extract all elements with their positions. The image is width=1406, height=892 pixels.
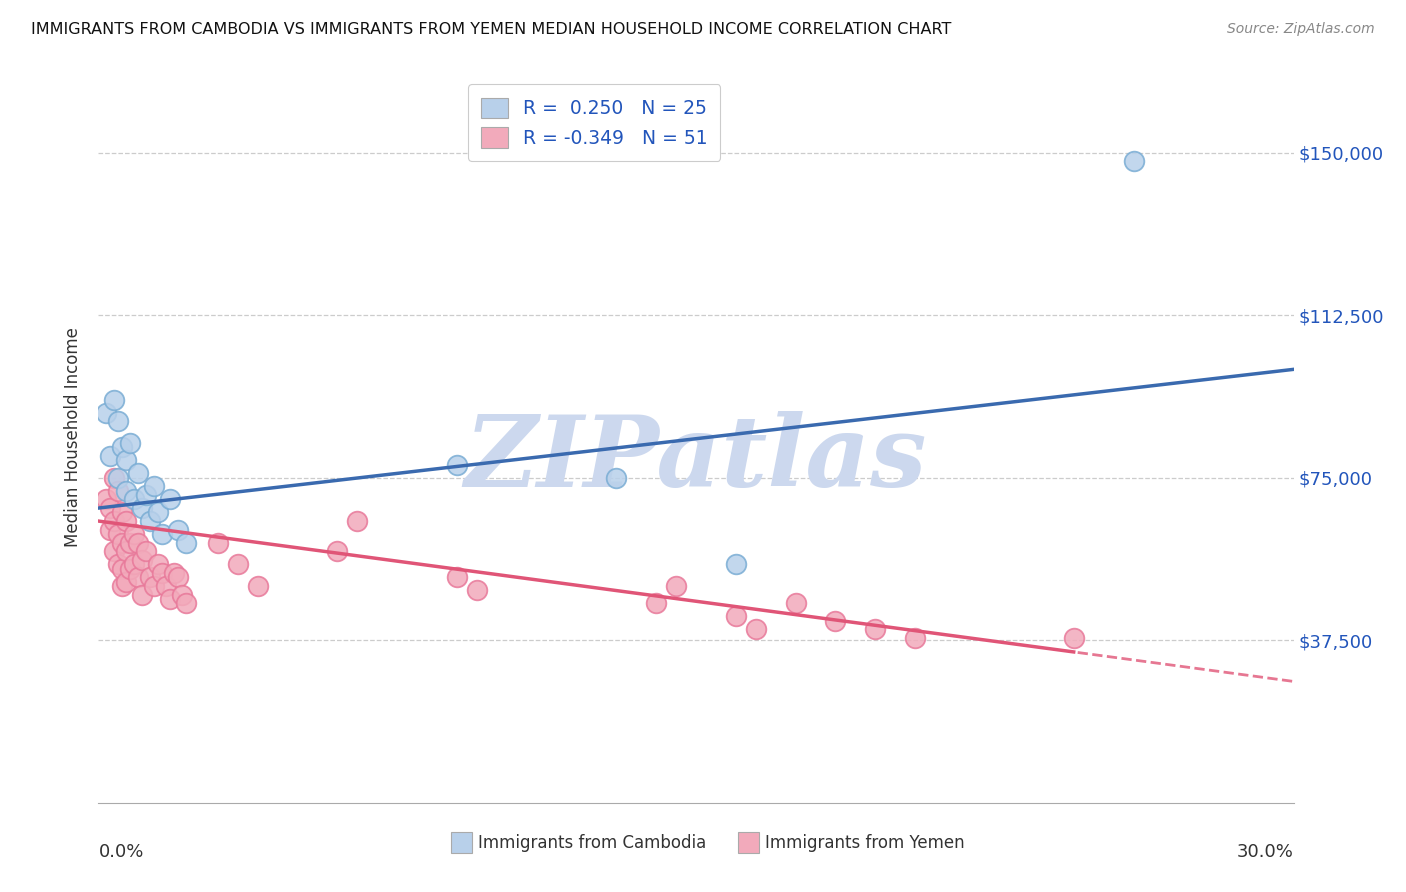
Legend: R =  0.250   N = 25, R = -0.349   N = 51: R = 0.250 N = 25, R = -0.349 N = 51 — [468, 85, 720, 161]
Point — [326, 544, 349, 558]
Point — [446, 458, 468, 472]
Point — [139, 514, 162, 528]
Point — [174, 535, 197, 549]
Point — [131, 553, 153, 567]
Point — [103, 514, 125, 528]
Point — [346, 514, 368, 528]
Point — [1063, 631, 1085, 645]
Point — [96, 406, 118, 420]
Text: Immigrants from Cambodia: Immigrants from Cambodia — [478, 834, 707, 852]
Point — [111, 579, 134, 593]
Point — [226, 558, 249, 572]
Point — [724, 558, 747, 572]
Point — [115, 544, 138, 558]
Point — [159, 492, 181, 507]
Point — [904, 631, 927, 645]
Point — [150, 566, 173, 580]
Point — [131, 501, 153, 516]
Point — [465, 583, 488, 598]
Text: Source: ZipAtlas.com: Source: ZipAtlas.com — [1227, 22, 1375, 37]
Y-axis label: Median Household Income: Median Household Income — [65, 327, 83, 547]
Point — [824, 614, 846, 628]
FancyBboxPatch shape — [451, 832, 472, 853]
Point — [115, 483, 138, 498]
Point — [115, 453, 138, 467]
Point — [120, 535, 142, 549]
FancyBboxPatch shape — [738, 832, 759, 853]
Point — [124, 558, 146, 572]
Point — [167, 523, 190, 537]
Point — [107, 483, 129, 498]
Point — [139, 570, 162, 584]
Point — [103, 544, 125, 558]
Point — [167, 570, 190, 584]
Point — [127, 467, 149, 481]
Point — [724, 609, 747, 624]
Point — [174, 596, 197, 610]
Point — [246, 579, 269, 593]
Point — [159, 592, 181, 607]
Point — [148, 558, 170, 572]
Point — [115, 514, 138, 528]
Point — [172, 588, 194, 602]
Point — [665, 579, 688, 593]
Text: 30.0%: 30.0% — [1237, 843, 1294, 861]
Point — [131, 588, 153, 602]
Point — [98, 449, 122, 463]
Point — [120, 562, 142, 576]
Point — [124, 527, 146, 541]
Point — [163, 566, 186, 580]
Point — [446, 570, 468, 584]
Point — [115, 574, 138, 589]
Point — [103, 471, 125, 485]
Point — [111, 562, 134, 576]
Point — [148, 505, 170, 519]
Text: Immigrants from Yemen: Immigrants from Yemen — [765, 834, 965, 852]
Point — [96, 492, 118, 507]
Point — [745, 623, 768, 637]
Point — [120, 436, 142, 450]
Point — [111, 441, 134, 455]
Point — [155, 579, 177, 593]
Point — [98, 501, 122, 516]
Point — [111, 505, 134, 519]
Point — [785, 596, 807, 610]
Point — [107, 414, 129, 428]
Point — [124, 492, 146, 507]
Point — [865, 623, 887, 637]
Point — [143, 479, 166, 493]
Point — [135, 544, 157, 558]
Point — [107, 558, 129, 572]
Point — [127, 570, 149, 584]
Point — [107, 527, 129, 541]
Text: IMMIGRANTS FROM CAMBODIA VS IMMIGRANTS FROM YEMEN MEDIAN HOUSEHOLD INCOME CORREL: IMMIGRANTS FROM CAMBODIA VS IMMIGRANTS F… — [31, 22, 952, 37]
Point — [605, 471, 627, 485]
Text: ZIPatlas: ZIPatlas — [465, 411, 927, 508]
Point — [111, 535, 134, 549]
Text: 0.0%: 0.0% — [98, 843, 143, 861]
Point — [143, 579, 166, 593]
Point — [1123, 154, 1146, 169]
Point — [645, 596, 668, 610]
Point — [127, 535, 149, 549]
Point — [103, 392, 125, 407]
Point — [98, 523, 122, 537]
Point — [150, 527, 173, 541]
Point — [207, 535, 229, 549]
Point — [107, 471, 129, 485]
Point — [135, 488, 157, 502]
